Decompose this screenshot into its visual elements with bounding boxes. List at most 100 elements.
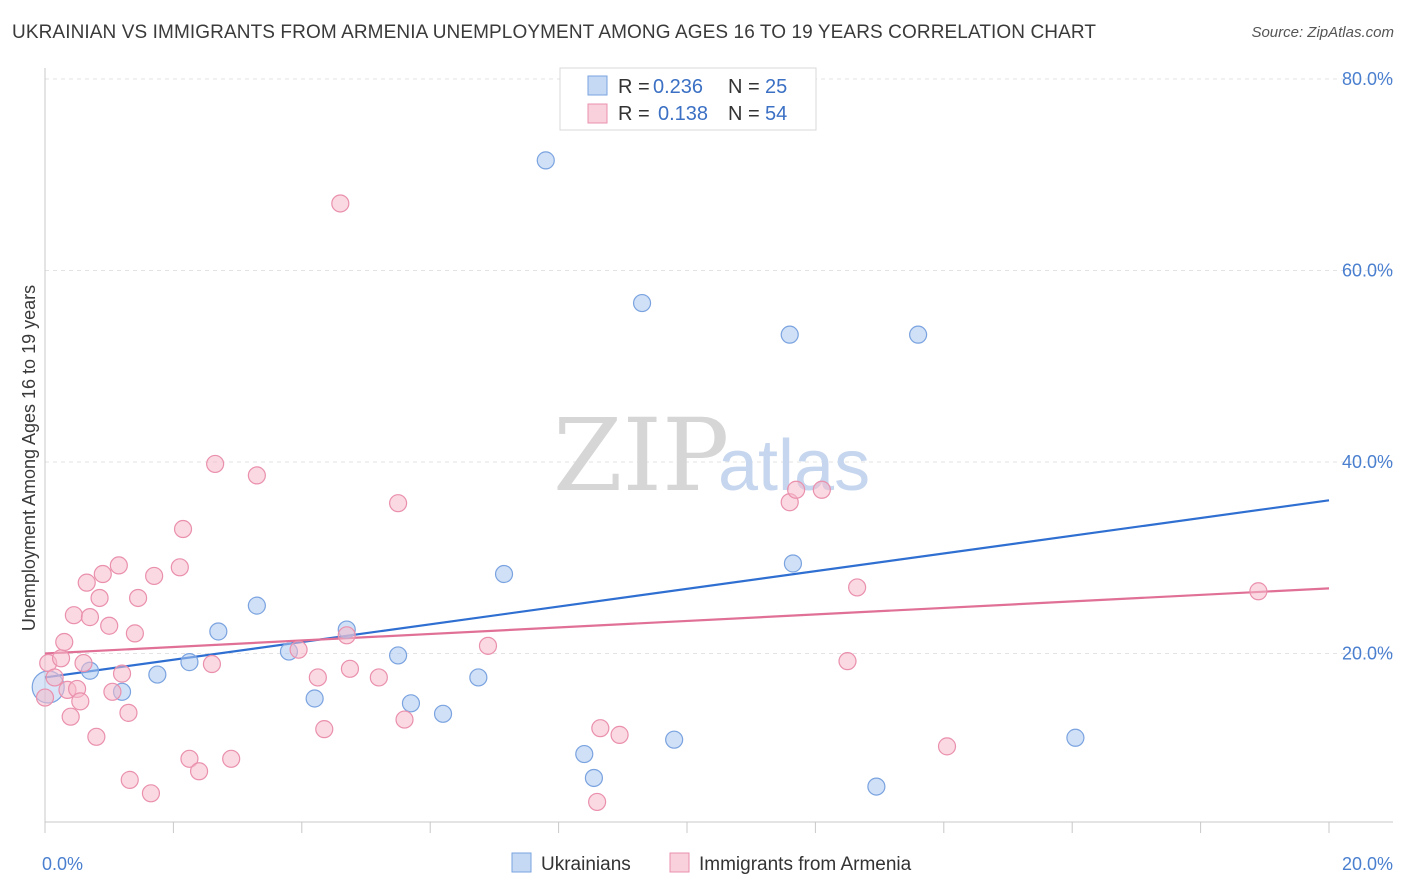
point-armenia-0: [35, 688, 55, 707]
point-ukrainians-4: [180, 653, 199, 672]
legend-swatch-armenia: [587, 103, 608, 124]
point-armenia-18: [109, 556, 128, 575]
point-ukrainians-20: [780, 325, 799, 344]
point-armenia-23: [128, 588, 148, 608]
point-ukrainians-14: [494, 564, 514, 584]
bottom-legend-label-ukrainians: Ukrainians: [541, 854, 631, 875]
point-ukrainians-3: [148, 665, 167, 684]
point-armenia-17: [103, 682, 122, 701]
point-armenia-51: [848, 578, 867, 597]
point-ukrainians-11: [401, 694, 421, 713]
point-armenia-49: [812, 480, 831, 499]
point-armenia-26: [170, 558, 189, 577]
legend-n-value-1: 25: [765, 76, 787, 98]
point-armenia-48: [787, 480, 806, 499]
point-ukrainians-5: [209, 622, 228, 641]
legend-box: R = 0.236 N = 25 R = 0.138 N = 54: [559, 67, 817, 131]
point-ukrainians-17: [584, 768, 604, 788]
point-armenia-43: [478, 636, 498, 655]
gridlines: [45, 78, 1393, 654]
bottom-legend-swatch-ukrainians: [511, 852, 532, 873]
point-armenia-11: [77, 573, 96, 592]
bottom-legend: Ukrainians Immigrants from Armenia: [511, 852, 912, 875]
point-ukrainians-24: [1066, 728, 1085, 747]
x-tick-label-max: 20.0%: [1342, 854, 1393, 874]
point-ukrainians-18: [632, 293, 652, 313]
point-armenia-46: [610, 725, 629, 744]
point-armenia-20: [119, 703, 138, 722]
y-axis-label: Unemployment Among Ages 16 to 19 years: [19, 285, 39, 631]
x-ticks: [44, 822, 1330, 833]
point-armenia-33: [247, 466, 266, 485]
point-armenia-50: [838, 652, 857, 671]
point-armenia-16: [100, 616, 119, 635]
point-armenia-10: [74, 653, 93, 673]
point-armenia-25: [145, 566, 164, 586]
point-armenia-32: [222, 749, 241, 768]
point-armenia-41: [389, 494, 408, 513]
point-armenia-14: [90, 588, 109, 608]
point-ukrainians-21: [783, 554, 803, 573]
point-ukrainians-23: [909, 325, 928, 344]
point-armenia-19: [112, 664, 132, 683]
y-tick-label-20: 20.0%: [1342, 644, 1393, 664]
point-armenia-15: [93, 564, 112, 584]
bottom-legend-label-armenia: Immigrants from Armenia: [699, 854, 912, 875]
point-ukrainians-8: [305, 689, 324, 708]
point-armenia-44: [588, 792, 607, 812]
legend-n-label-1: N =: [728, 76, 760, 98]
trend-line-armenia: [44, 587, 1330, 655]
point-ukrainians-15: [536, 151, 555, 170]
legend-r-label-2: R =: [618, 103, 650, 125]
point-armenia-12: [80, 608, 100, 627]
point-armenia-28: [180, 749, 199, 768]
data-points: [31, 151, 1268, 812]
point-ukrainians-12: [433, 704, 453, 723]
point-armenia-29: [189, 762, 209, 781]
legend-r-value-1: 0.236: [653, 76, 703, 98]
bottom-legend-swatch-armenia: [669, 852, 690, 873]
point-ukrainians-10: [389, 646, 408, 665]
trend-line-ukrainians: [44, 499, 1330, 679]
point-armenia-36: [315, 720, 334, 739]
point-ukrainians-13: [469, 668, 488, 687]
point-ukrainians-16: [575, 744, 594, 764]
x-tick-label-min: 0.0%: [42, 854, 83, 874]
y-tick-label-60: 60.0%: [1342, 261, 1393, 281]
point-armenia-30: [202, 654, 222, 674]
point-armenia-38: [337, 626, 356, 645]
trend-lines: [44, 499, 1330, 679]
point-armenia-4: [55, 632, 74, 652]
point-armenia-42: [395, 710, 414, 729]
point-armenia-24: [141, 784, 161, 803]
point-armenia-21: [120, 770, 139, 789]
point-armenia-34: [289, 640, 308, 659]
watermark-zip: ZIP: [553, 397, 729, 514]
point-armenia-7: [64, 606, 83, 625]
legend-swatch-ukrainians: [587, 75, 608, 96]
point-armenia-2: [45, 668, 64, 687]
point-armenia-53: [1249, 582, 1268, 601]
point-armenia-52: [937, 737, 957, 756]
y-tick-label-40: 40.0%: [1342, 452, 1393, 472]
y-tick-label-80: 80.0%: [1342, 69, 1393, 89]
chart-title: UKRAINIAN VS IMMIGRANTS FROM ARMENIA UNE…: [12, 22, 1097, 43]
legend-n-label-2: N =: [728, 103, 760, 125]
point-armenia-35: [308, 668, 327, 687]
point-armenia-3: [51, 649, 71, 668]
point-armenia-39: [340, 659, 360, 678]
point-armenia-9: [71, 692, 90, 711]
point-armenia-45: [591, 719, 610, 738]
chart-source: Source: ZipAtlas.com: [1251, 24, 1394, 41]
point-armenia-31: [206, 454, 225, 474]
point-ukrainians-22: [867, 777, 886, 796]
legend-n-value-2: 54: [765, 103, 787, 125]
point-armenia-37: [331, 194, 350, 213]
point-ukrainians-6: [247, 596, 266, 615]
point-armenia-27: [173, 519, 193, 539]
point-armenia-13: [87, 727, 106, 746]
point-armenia-40: [369, 668, 388, 687]
point-armenia-22: [125, 624, 144, 643]
legend-r-label-1: R =: [618, 76, 650, 98]
